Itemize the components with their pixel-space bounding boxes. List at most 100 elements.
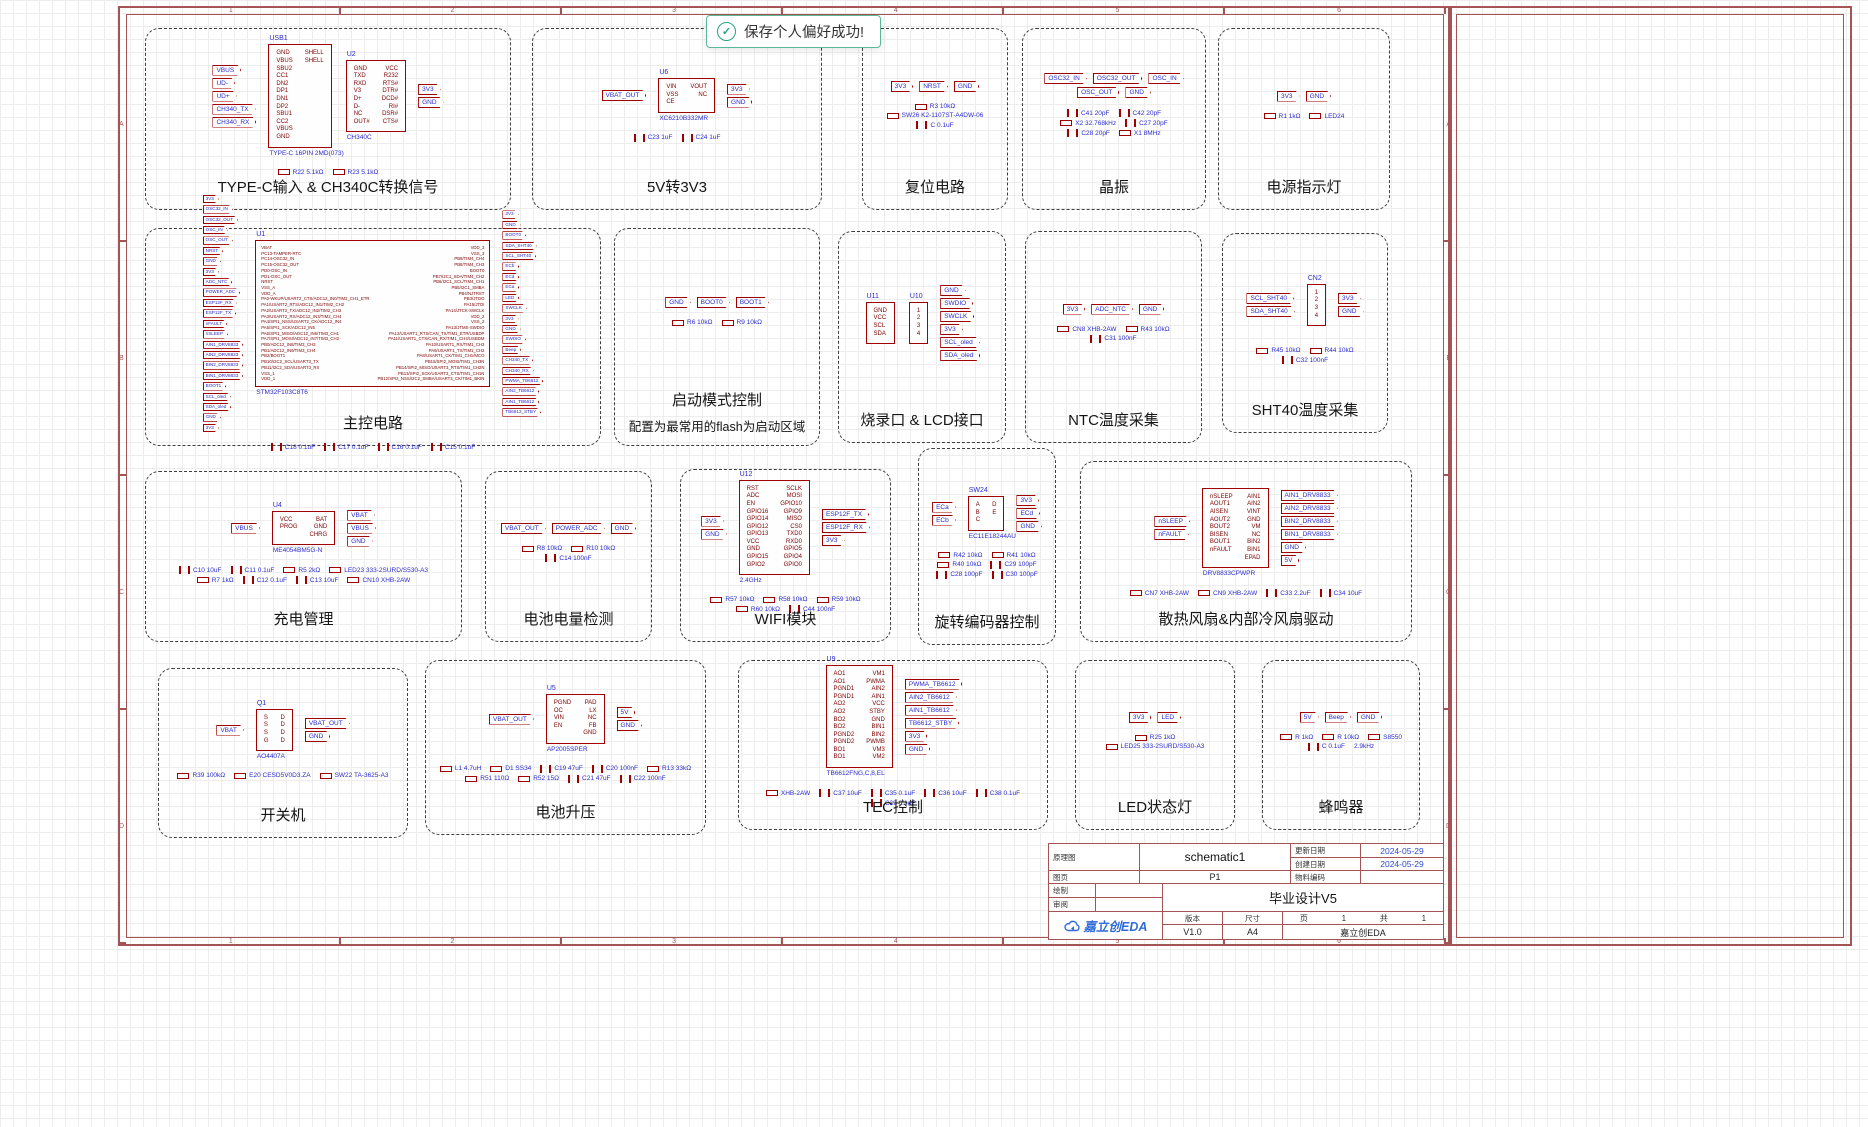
net-label[interactable]: BIN1_DRV8833 [203,372,244,380]
component-label[interactable]: L1 4.7uH [439,765,481,773]
component-label[interactable]: C16 0.1uF [377,443,422,452]
net-label[interactable]: TB6612_STBY [502,408,541,416]
net-label[interactable]: 3V3 [418,84,441,95]
component-label[interactable]: R5 2kΩ [283,566,320,574]
net-label[interactable]: 5V [1300,712,1319,723]
net-label[interactable]: PWMA_TB6612 [905,679,963,690]
net-label[interactable]: GND [727,97,752,108]
block-title[interactable]: 充电管理 [273,611,334,628]
component-label[interactable]: R58 10kΩ [763,596,808,603]
component-label[interactable]: C14 100nF [545,554,592,562]
net-label[interactable]: 3V3 [1129,712,1152,723]
net-label[interactable]: VBAT_OUT [305,718,350,729]
net-label[interactable]: ECb [932,515,956,526]
net-label[interactable]: Beep [502,346,521,354]
component-label[interactable]: C17 0.1uF [324,443,369,452]
block-title[interactable]: TYPE-C输入 & CH340C转换信号 [217,179,439,196]
net-label[interactable]: 3V3 [1016,495,1039,506]
component-label[interactable]: R60 10kΩ [735,605,780,613]
component-label[interactable]: C11 0.1uF [230,566,274,575]
ic-U6[interactable]: U6 XC6210B332MR VIN VSS CE VOUT NC [658,69,716,122]
net-label[interactable]: ECb [502,262,519,270]
net-label[interactable]: SCL_oled [203,393,231,401]
schematic-block-reset[interactable]: 3V3 NRST GND R3 10kΩ SW26 K2-1107ST-A4DW-06 C… [862,28,1008,210]
schematic-block-mcu[interactable]: 3V3 OSC32_IN OSC32_OUT OSC_IN OSC_OUT NRST GND… [145,228,601,452]
component-label[interactable]: C 0.1uF [1307,742,1345,751]
net-label[interactable]: LED [502,294,519,302]
net-label[interactable]: SDA_oled [203,403,232,411]
component-label[interactable]: XHB-2AW [765,789,810,797]
block-title[interactable]: NTC温度采集 [1068,412,1159,429]
component-label[interactable]: R 10kΩ [1322,734,1359,741]
net-label[interactable]: AIN2_TB6612 [905,692,957,703]
net-label[interactable]: GND [611,523,636,534]
component-label[interactable]: R1 1kΩ [1263,113,1300,120]
net-label[interactable]: VBUS [347,523,376,534]
net-label[interactable]: SCL_SHT40 [1246,293,1294,304]
net-label[interactable]: SDA_SHT40 [502,242,536,250]
component-label[interactable]: C18 0.1uF [270,443,315,452]
net-label[interactable]: BOOT0 [502,231,526,239]
schematic-block-buzzer[interactable]: 5V Beep GND R 1kΩ R 10kΩ S8550 C 0.1uF 2.9kHz 蜂鸣… [1262,660,1420,830]
block-title[interactable]: LED状态灯 [1117,799,1193,816]
schematic-block-fans[interactable]: nSLEEP nFAULT DRV8833CPWPR nSLEEP AOUT1 AISEN… [1080,461,1412,642]
net-label[interactable]: AIN1_TB6612 [502,398,539,406]
component-label[interactable]: R13 33kΩ [647,765,691,773]
component-label[interactable]: C28 20pF [1067,129,1110,137]
net-label[interactable]: ECa [502,283,519,291]
component-label[interactable]: R44 10kΩ [1309,347,1354,354]
block-subtitle[interactable]: 配置为最常用的flash为启动区域 [628,420,806,434]
component-label[interactable]: R39 100kΩ [177,772,225,779]
block-title[interactable]: WIFI模块 [754,611,817,628]
component-label[interactable]: R3 10kΩ [914,103,955,110]
net-label[interactable]: ECd [502,273,519,281]
component-label[interactable]: X1 8MHz [1118,129,1161,137]
net-label[interactable]: SWCLK [940,311,974,322]
net-label[interactable]: 3V3 [905,731,928,742]
net-label[interactable]: 5V [1281,555,1300,566]
block-title[interactable]: 蜂鸣器 [1318,799,1364,816]
net-label[interactable]: GND [954,81,979,92]
net-label[interactable]: SCL_SHT40 [502,252,536,260]
ic-Q1[interactable]: Q1 AO4407A S S S G D D D D [255,700,293,760]
block-title[interactable]: 电源指示灯 [1266,179,1342,196]
net-label[interactable]: GND [1281,542,1306,553]
net-label[interactable]: ESP12F_RX [822,522,870,533]
net-label[interactable]: SWCLK [502,304,526,312]
net-label[interactable]: 3V3 [502,210,518,218]
net-label[interactable]: GND [940,285,965,296]
ic-U12[interactable]: U12 2.4GHz RST ADC EN GPIO16 GPIO14 GPIO12 GPIO1… [738,471,810,584]
ic-USB1[interactable]: USB1 TYPE-C 16PIN 2MD(073) GND VBUS SBU2 CC1 D… [268,35,344,157]
net-label[interactable]: GND [203,413,221,421]
component-label[interactable]: R25 1kΩ [1134,734,1175,741]
net-label[interactable]: VBAT_OUT [602,90,647,101]
ic-SW24[interactable]: SW24 EC11E18244AU A B C D E [967,487,1016,540]
net-label[interactable]: GND [1338,306,1363,317]
net-label[interactable]: NRST [919,81,948,92]
block-title[interactable]: 电池电量检测 [523,611,614,628]
schematic-block-statusled[interactable]: 3V3 LED R25 1kΩ LED25 333-2SURD/S530-A3 LED状… [1075,660,1235,830]
net-label[interactable]: BIN1_DRV8833 [1281,529,1338,540]
component-label[interactable]: C30 100pF [991,570,1038,579]
net-label[interactable]: VBAT [347,510,375,521]
net-label[interactable]: AIN2_TB6612 [502,387,539,395]
component-label[interactable]: X2 32.768kHz [1060,119,1116,127]
component-label[interactable]: C21 47uF [568,774,611,783]
net-label[interactable]: SDA_SHT40 [1246,306,1294,317]
component-label[interactable]: C34 10uF [1319,589,1362,598]
block-title[interactable]: 主控电路 [342,415,403,432]
net-label[interactable]: ECa [932,502,956,513]
net-label[interactable]: SCL_oled [940,337,980,348]
component-label[interactable]: C38 0.1uF [975,789,1020,798]
net-label[interactable]: 3V3 [940,324,963,335]
ic-U1[interactable]: U1 STM32F103C8T6 VBAT PC13-TAMPER-RTC PC14-O… [255,231,491,396]
component-label[interactable]: C24 1uF [681,133,720,142]
component-label[interactable]: C 0.1uF [916,121,954,129]
net-label[interactable]: UD+ [212,91,236,102]
net-label[interactable]: CH340_RX [212,117,256,128]
ic-chip[interactable]: DRV8833CPWPR nSLEEP AOUT1 AISEN AOUT2 BOUT2 BI… [1201,487,1269,577]
net-label[interactable]: VBUS [231,523,260,534]
block-title[interactable]: TEC控制 [862,799,923,816]
component-label[interactable]: R51 110Ω [465,775,509,783]
